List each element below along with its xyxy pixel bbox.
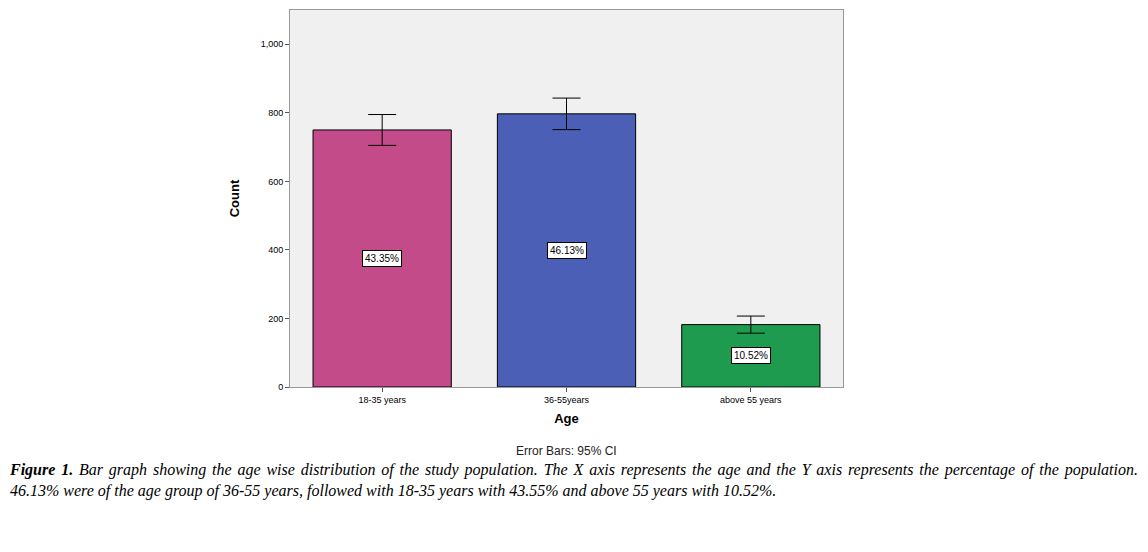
svg-text:36-55years: 36-55years [544,395,590,405]
svg-text:18-35 years: 18-35 years [358,395,406,405]
svg-text:1,000: 1,000 [261,39,284,49]
svg-text:10.52%: 10.52% [734,350,768,361]
svg-text:Count: Count [227,179,242,217]
svg-text:above 55 years: above 55 years [720,395,782,405]
svg-text:800: 800 [268,108,283,118]
html-text:Figure 1. Bar graph showing th: Figure 1. Bar graph showing the age wise… [10,461,1138,499]
svg-text:Age: Age [554,411,579,426]
svg-text:Error Bars: 95% CI: Error Bars: 95% CI [516,444,617,458]
svg-text:43.35%: 43.35% [365,253,399,264]
svg-text:600: 600 [268,177,283,187]
svg-text:200: 200 [268,314,283,324]
svg-text:400: 400 [268,245,283,255]
svg-text:0: 0 [278,382,283,392]
svg-text:46.13%: 46.13% [550,245,584,256]
